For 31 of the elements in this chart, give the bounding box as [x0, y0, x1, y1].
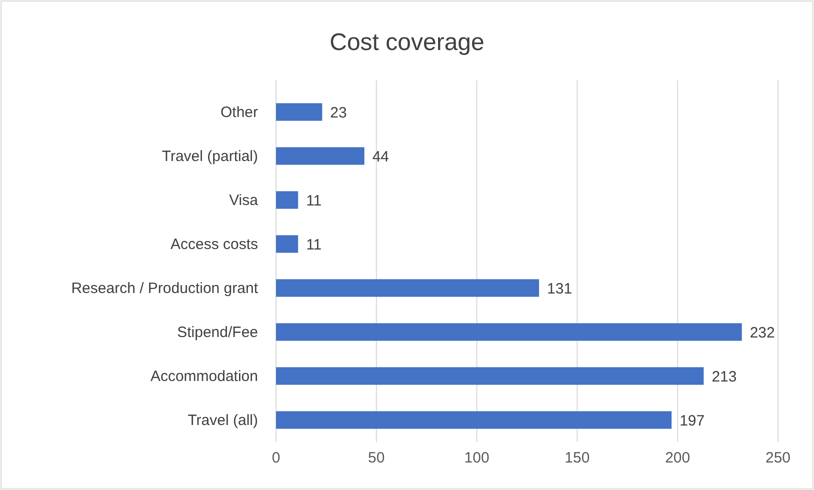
data-label: 11	[306, 236, 322, 254]
data-label: 44	[372, 148, 390, 166]
y-tick-label: Visa	[229, 192, 259, 209]
x-tick-label: 250	[765, 450, 791, 467]
data-label: 232	[750, 324, 775, 342]
bar	[276, 323, 742, 341]
y-tick-label: Research / Production grant	[71, 280, 259, 297]
data-label: 197	[680, 412, 705, 430]
bar	[276, 235, 298, 253]
y-tick-label: Travel (all)	[188, 412, 258, 429]
chart-title: Cost coverage	[330, 29, 484, 56]
y-tick-label: Access costs	[170, 236, 258, 253]
data-label: 131	[547, 280, 572, 298]
x-tick-label: 200	[665, 450, 690, 467]
bar	[276, 279, 540, 297]
y-tick-label: Stipend/Fee	[177, 324, 258, 341]
y-tick-label: Other	[220, 104, 258, 121]
bar	[276, 147, 364, 165]
bar	[276, 191, 298, 209]
x-tick-label: 100	[464, 450, 490, 467]
data-label: 11	[306, 192, 322, 210]
data-label: 23	[330, 104, 347, 122]
bar	[276, 103, 322, 121]
x-tick-label: 0	[272, 450, 280, 467]
y-tick-label: Travel (partial)	[162, 148, 258, 165]
x-tick-label: 150	[564, 450, 590, 467]
y-tick-label: Accommodation	[150, 368, 258, 385]
bar	[276, 367, 704, 385]
data-label: 213	[712, 368, 737, 386]
x-tick-label: 50	[368, 450, 385, 467]
bar	[276, 411, 672, 429]
